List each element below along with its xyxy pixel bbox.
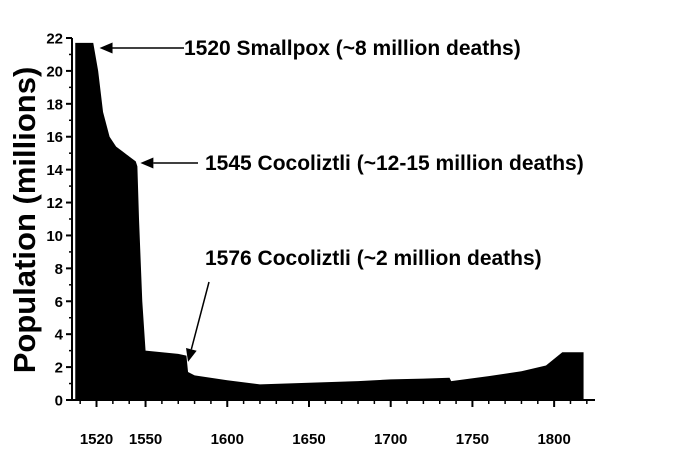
annotation-1576-text: 1576 Cocoliztli (~2 million deaths)	[205, 247, 542, 270]
y-tick-label: 20	[46, 63, 63, 80]
x-tick-label: 1750	[456, 431, 489, 448]
annotation-1545: 1545 Cocoliztli (~12-15 million deaths)	[140, 152, 584, 175]
arrow-1576-head	[186, 347, 197, 362]
arrow-1576-line	[190, 281, 210, 350]
arrow-1520-head	[99, 42, 113, 54]
x-tick-label: 1800	[537, 431, 570, 448]
y-tick-label: 4	[55, 327, 64, 344]
y-tick-label: 8	[55, 261, 63, 278]
x-tick-label: 1600	[211, 431, 244, 448]
annotation-1520: 1520 Smallpox (~8 million deaths)	[99, 37, 521, 60]
x-axis-ticks: 1520 1550 1600 1650 1700 1750 1800	[79, 400, 588, 448]
y-tick-label: 6	[55, 294, 63, 311]
y-tick-label: 12	[46, 195, 63, 212]
y-axis-ticks: 0 2 4 6 8 10 12 14 16 18 20 22	[46, 31, 72, 410]
x-tick-label: 1700	[374, 431, 407, 448]
y-tick-label: 14	[46, 162, 63, 179]
y-tick-label: 18	[46, 96, 63, 113]
annotation-1545-text: 1545 Cocoliztli (~12-15 million deaths)	[205, 152, 584, 175]
x-tick-label: 1520	[80, 431, 113, 448]
x-tick-label: 1550	[129, 431, 162, 448]
y-tick-label: 10	[46, 228, 63, 245]
x-tick-label: 1650	[292, 431, 325, 448]
arrow-1545-head	[140, 157, 154, 169]
y-axis-title: Population (millions)	[7, 67, 42, 374]
annotation-1520-text: 1520 Smallpox (~8 million deaths)	[184, 37, 521, 60]
annotation-1576: 1576 Cocoliztli (~2 million deaths)	[186, 247, 542, 362]
y-tick-label: 16	[46, 129, 63, 146]
population-area	[75, 42, 584, 400]
y-tick-label: 0	[55, 393, 63, 410]
annotations: 1520 Smallpox (~8 million deaths) 1545 C…	[99, 37, 584, 362]
y-tick-label: 2	[55, 360, 63, 377]
y-tick-label: 22	[46, 31, 63, 48]
